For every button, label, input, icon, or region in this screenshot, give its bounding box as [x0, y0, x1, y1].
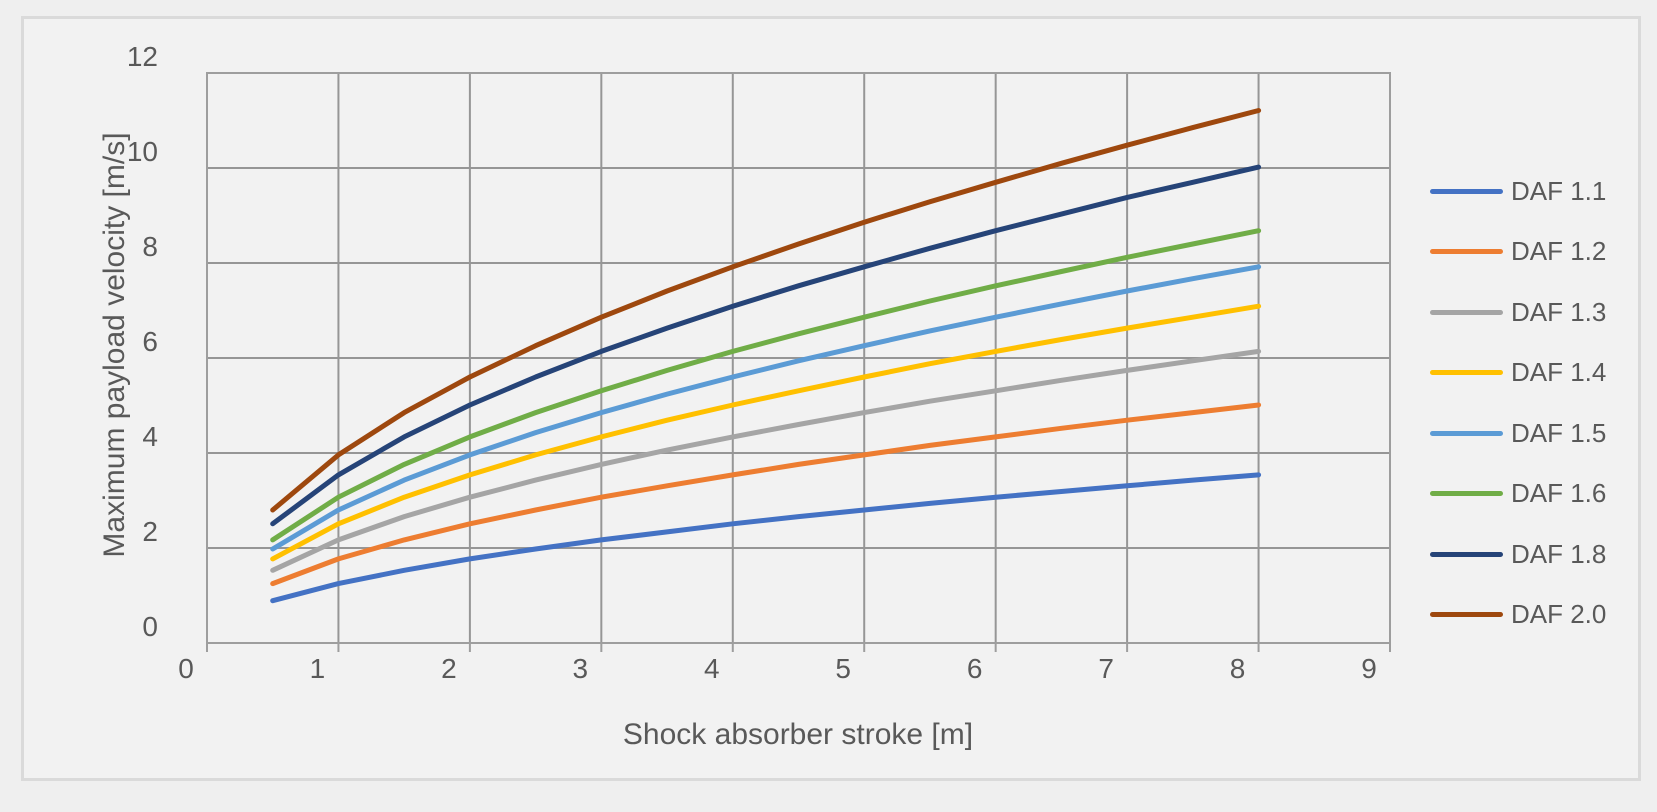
x-tick-label: 6: [966, 653, 983, 684]
y-tick-label: 0: [142, 611, 158, 642]
legend-line-swatch: [1430, 551, 1503, 557]
x-tick-label: 9: [1361, 653, 1377, 684]
legend-item-daf-1-4: DAF 1.4: [1430, 357, 1606, 387]
legend-label: DAF 1.3: [1511, 296, 1607, 327]
y-tick-label: 8: [142, 231, 158, 262]
plot-area: [206, 72, 1391, 652]
series-line-daf-1-4: [270, 303, 1262, 562]
x-axis-title: Shock absorber stroke [m]: [622, 718, 974, 751]
legend-label: DAF 1.8: [1511, 538, 1607, 569]
series-line-daf-1-6: [270, 228, 1262, 543]
legend-label: DAF 1.5: [1511, 417, 1607, 448]
legend-label: DAF 1.1: [1511, 175, 1607, 206]
legend-item-daf-1-3: DAF 1.3: [1430, 297, 1606, 327]
series-line-daf-1-8: [270, 164, 1262, 527]
series-line-daf-1-1: [270, 472, 1262, 604]
legend-line-swatch: [1430, 490, 1503, 496]
x-tick-label: 4: [703, 653, 720, 684]
legend-label: DAF 1.2: [1511, 235, 1607, 266]
legend-line-swatch: [1430, 369, 1503, 375]
y-tick-label: 12: [126, 41, 158, 72]
plot-border: [206, 72, 1391, 644]
chart-canvas: Maximum payload velocity [m/s] Shock abs…: [21, 16, 1641, 781]
x-tick-label: 3: [572, 653, 589, 684]
legend-line-swatch: [1430, 611, 1503, 617]
legend-item-daf-1-2: DAF 1.2: [1430, 236, 1606, 266]
legend-label: DAF 1.4: [1511, 356, 1607, 387]
legend-item-daf-1-5: DAF 1.5: [1430, 418, 1606, 448]
series-line-daf-1-3: [270, 348, 1262, 573]
x-tick-label: 5: [835, 653, 851, 684]
legend-line-swatch: [1430, 430, 1503, 436]
legend-item-daf-1-8: DAF 1.8: [1430, 539, 1606, 569]
legend-label: DAF 2.0: [1511, 598, 1607, 629]
series-line-daf-1-5: [270, 264, 1262, 552]
x-tick-label: 7: [1098, 653, 1114, 684]
legend-line-swatch: [1430, 309, 1503, 315]
x-tick-label: 0: [178, 653, 194, 684]
legend-label: DAF 1.6: [1511, 477, 1607, 508]
legend-line-swatch: [1430, 188, 1503, 194]
x-tick-label: 2: [441, 653, 457, 684]
y-tick-label: 10: [126, 136, 158, 167]
legend-item-daf-1-1: DAF 1.1: [1430, 176, 1606, 206]
y-tick-label: 4: [142, 421, 158, 452]
chart-frame: Maximum payload velocity [m/s] Shock abs…: [21, 16, 1641, 781]
y-tick-label: 6: [142, 326, 158, 357]
legend-line-swatch: [1430, 248, 1503, 254]
x-tick-label: 1: [309, 653, 326, 684]
series-line-daf-2-0: [270, 108, 1262, 513]
y-tick-label: 2: [142, 516, 158, 547]
legend-item-daf-1-6: DAF 1.6: [1430, 478, 1606, 508]
x-tick-label: 8: [1229, 653, 1246, 684]
series-line-daf-1-2: [270, 402, 1262, 587]
legend-item-daf-2-0: DAF 2.0: [1430, 599, 1606, 629]
